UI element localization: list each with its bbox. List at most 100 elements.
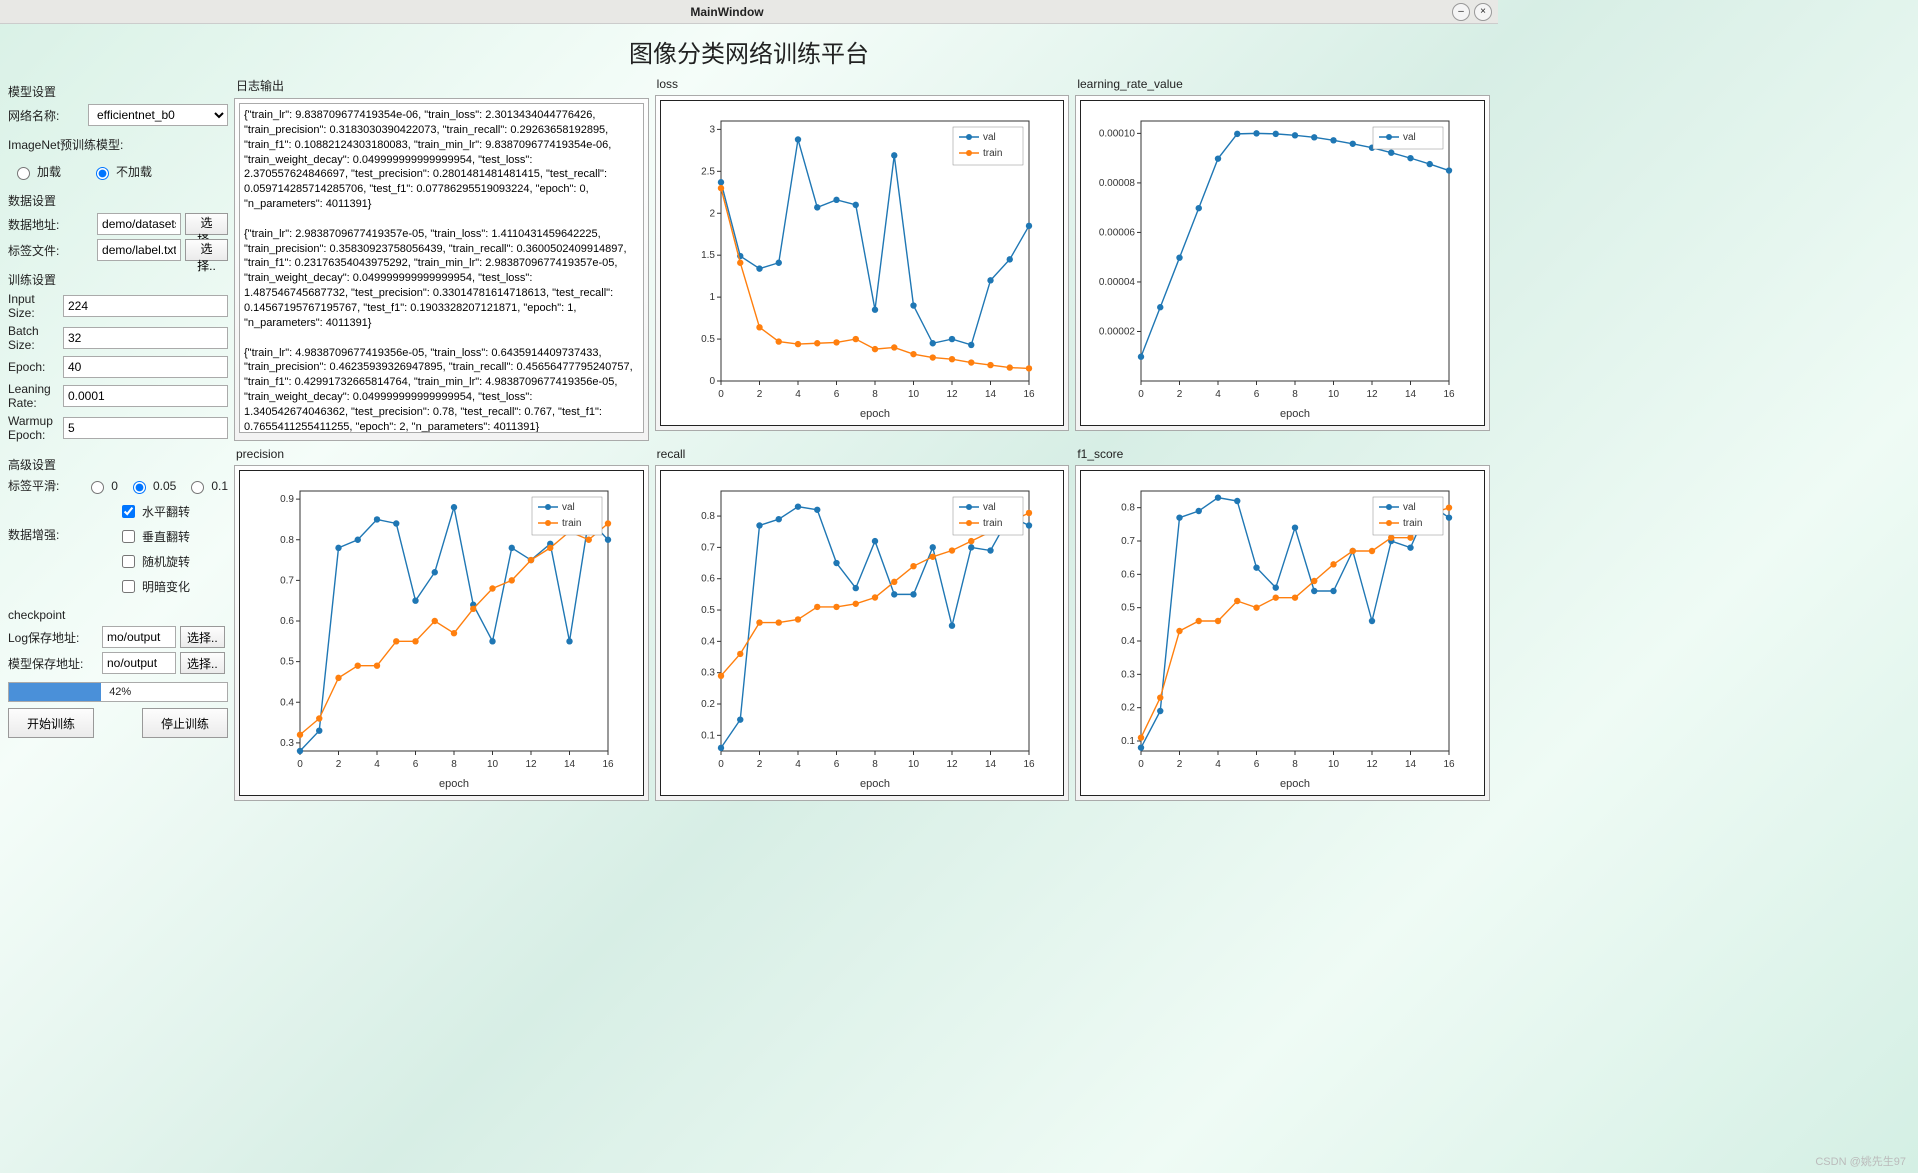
svg-text:14: 14 xyxy=(985,759,997,770)
svg-text:0.6: 0.6 xyxy=(701,574,715,585)
svg-text:0.6: 0.6 xyxy=(280,616,294,627)
chart-f1: f1_score0.10.20.30.40.50.60.70.802468101… xyxy=(1075,447,1490,801)
svg-text:0.5: 0.5 xyxy=(280,657,294,668)
epoch-field[interactable] xyxy=(63,356,228,378)
svg-text:16: 16 xyxy=(1444,759,1456,770)
net-name-label: 网络名称: xyxy=(8,107,84,124)
chart-loss: loss00.511.522.530246810121416epochvaltr… xyxy=(655,77,1070,441)
rand-rot-label: 随机旋转 xyxy=(142,553,190,570)
chart-f1-title: f1_score xyxy=(1077,447,1490,461)
data-path-input[interactable] xyxy=(97,213,181,235)
browse-model-button[interactable]: 选择.. xyxy=(180,652,225,674)
section-ckpt: checkpoint xyxy=(8,608,228,622)
svg-text:14: 14 xyxy=(1405,759,1417,770)
svg-text:4: 4 xyxy=(795,759,801,770)
svg-text:0.7: 0.7 xyxy=(701,542,715,553)
svg-text:0: 0 xyxy=(709,376,715,387)
svg-text:10: 10 xyxy=(487,759,499,770)
log-path-input[interactable] xyxy=(102,626,176,648)
svg-text:8: 8 xyxy=(872,759,878,770)
radio-smooth-0[interactable] xyxy=(91,481,104,494)
svg-text:10: 10 xyxy=(1328,389,1340,400)
bright-label: 明暗变化 xyxy=(142,578,190,595)
batch-size-field[interactable] xyxy=(63,327,228,349)
svg-text:0.3: 0.3 xyxy=(280,738,294,749)
svg-text:train: train xyxy=(562,518,581,529)
svg-text:0.2: 0.2 xyxy=(1121,703,1135,714)
label-file-input[interactable] xyxy=(97,239,181,261)
log-output[interactable]: {"train_lr": 9.838709677419354e-06, "tra… xyxy=(239,103,644,433)
progress-bar: 42% xyxy=(8,682,228,702)
model-path-input[interactable] xyxy=(102,652,176,674)
chart-recall-title: recall xyxy=(657,447,1070,461)
input-size-field[interactable] xyxy=(63,295,228,317)
svg-text:epoch: epoch xyxy=(1280,778,1310,790)
svg-text:1.5: 1.5 xyxy=(701,250,715,261)
svg-text:8: 8 xyxy=(451,759,457,770)
watermark: CSDN @姚先生97 xyxy=(1815,1153,1906,1169)
chart-lr-title: learning_rate_value xyxy=(1077,77,1490,91)
net-name-select[interactable]: efficientnet_b0 xyxy=(88,104,228,126)
svg-text:epoch: epoch xyxy=(860,408,890,420)
svg-text:14: 14 xyxy=(564,759,576,770)
svg-text:2: 2 xyxy=(756,389,762,400)
svg-text:0.3: 0.3 xyxy=(1121,669,1135,680)
svg-text:0.7: 0.7 xyxy=(1121,536,1135,547)
svg-text:2: 2 xyxy=(709,208,715,219)
chart-precision: precision0.30.40.50.60.70.80.90246810121… xyxy=(234,447,649,801)
smooth-0-label: 0 xyxy=(111,479,118,493)
radio-smooth-005[interactable] xyxy=(133,481,146,494)
svg-text:16: 16 xyxy=(1444,389,1456,400)
radio-noload[interactable] xyxy=(96,167,109,180)
section-data: 数据设置 xyxy=(8,192,228,209)
svg-text:4: 4 xyxy=(795,389,801,400)
check-flip-v[interactable] xyxy=(122,530,135,543)
chart-recall: recall0.10.20.30.40.50.60.70.80246810121… xyxy=(655,447,1070,801)
smooth-01-label: 0.1 xyxy=(211,479,228,493)
svg-text:8: 8 xyxy=(1293,759,1299,770)
svg-text:0.00010: 0.00010 xyxy=(1099,128,1136,139)
radio-load[interactable] xyxy=(17,167,30,180)
svg-text:0: 0 xyxy=(297,759,303,770)
stop-train-button[interactable]: 停止训练 xyxy=(142,708,228,738)
svg-text:val: val xyxy=(1403,132,1416,143)
svg-text:val: val xyxy=(562,502,575,513)
svg-text:2.5: 2.5 xyxy=(701,166,715,177)
svg-text:12: 12 xyxy=(946,389,958,400)
chart-lr: learning_rate_value0.000020.000040.00006… xyxy=(1075,77,1490,441)
svg-text:4: 4 xyxy=(374,759,380,770)
progress-text: 42% xyxy=(109,686,131,698)
svg-text:3: 3 xyxy=(709,124,715,135)
svg-text:10: 10 xyxy=(1328,759,1340,770)
minimize-icon[interactable]: – xyxy=(1452,3,1470,21)
flip-v-label: 垂直翻转 xyxy=(142,528,190,545)
check-rand-rot[interactable] xyxy=(122,555,135,568)
svg-text:4: 4 xyxy=(1216,759,1222,770)
page-title: 图像分类网络训练平台 xyxy=(0,24,1498,77)
svg-text:train: train xyxy=(983,518,1002,529)
lr-field[interactable] xyxy=(63,385,228,407)
input-size-label: Input Size: xyxy=(8,292,59,320)
radio-noload-label: 不加载 xyxy=(116,163,152,180)
log-panel-wrap: 日志输出 {"train_lr": 9.838709677419354e-06,… xyxy=(234,77,649,441)
close-icon[interactable]: × xyxy=(1474,3,1492,21)
svg-text:0.1: 0.1 xyxy=(701,730,715,741)
log-path-label: Log保存地址: xyxy=(8,629,98,646)
section-model: 模型设置 xyxy=(8,83,228,100)
svg-text:0.00008: 0.00008 xyxy=(1099,178,1136,189)
settings-sidebar: 模型设置 网络名称: efficientnet_b0 ImageNet预训练模型… xyxy=(8,77,228,738)
browse-label-button[interactable]: 选择.. xyxy=(185,239,228,261)
start-train-button[interactable]: 开始训练 xyxy=(8,708,94,738)
svg-text:8: 8 xyxy=(872,389,878,400)
svg-text:14: 14 xyxy=(1405,389,1417,400)
check-bright[interactable] xyxy=(122,580,135,593)
browse-data-button[interactable]: 选择.. xyxy=(185,213,228,235)
log-title: 日志输出 xyxy=(236,77,649,94)
check-flip-h[interactable] xyxy=(122,505,135,518)
warmup-field[interactable] xyxy=(63,417,228,439)
browse-log-button[interactable]: 选择.. xyxy=(180,626,225,648)
svg-text:0.4: 0.4 xyxy=(280,697,294,708)
epoch-label: Epoch: xyxy=(8,360,59,374)
svg-text:12: 12 xyxy=(1367,759,1379,770)
radio-smooth-01[interactable] xyxy=(191,481,204,494)
